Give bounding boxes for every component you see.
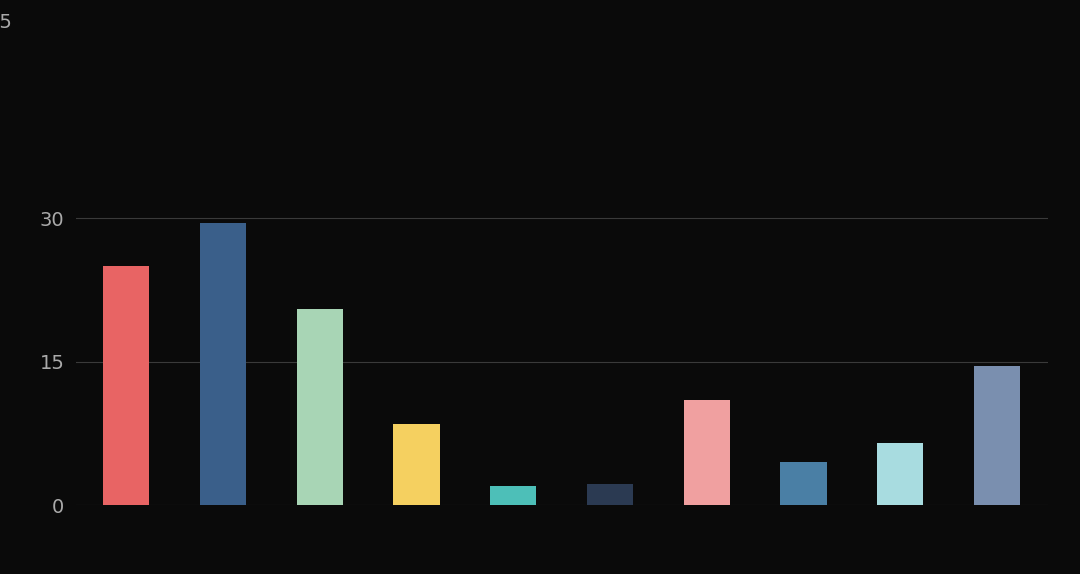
Bar <box>974 366 1021 505</box>
Bar <box>393 424 440 505</box>
Text: 45: 45 <box>0 13 13 33</box>
Bar <box>103 266 149 505</box>
Bar <box>297 309 342 505</box>
Bar <box>877 443 923 505</box>
Bar <box>490 486 537 505</box>
Bar <box>586 484 633 505</box>
Bar <box>781 462 826 505</box>
Bar <box>684 400 730 505</box>
Bar <box>200 223 246 505</box>
